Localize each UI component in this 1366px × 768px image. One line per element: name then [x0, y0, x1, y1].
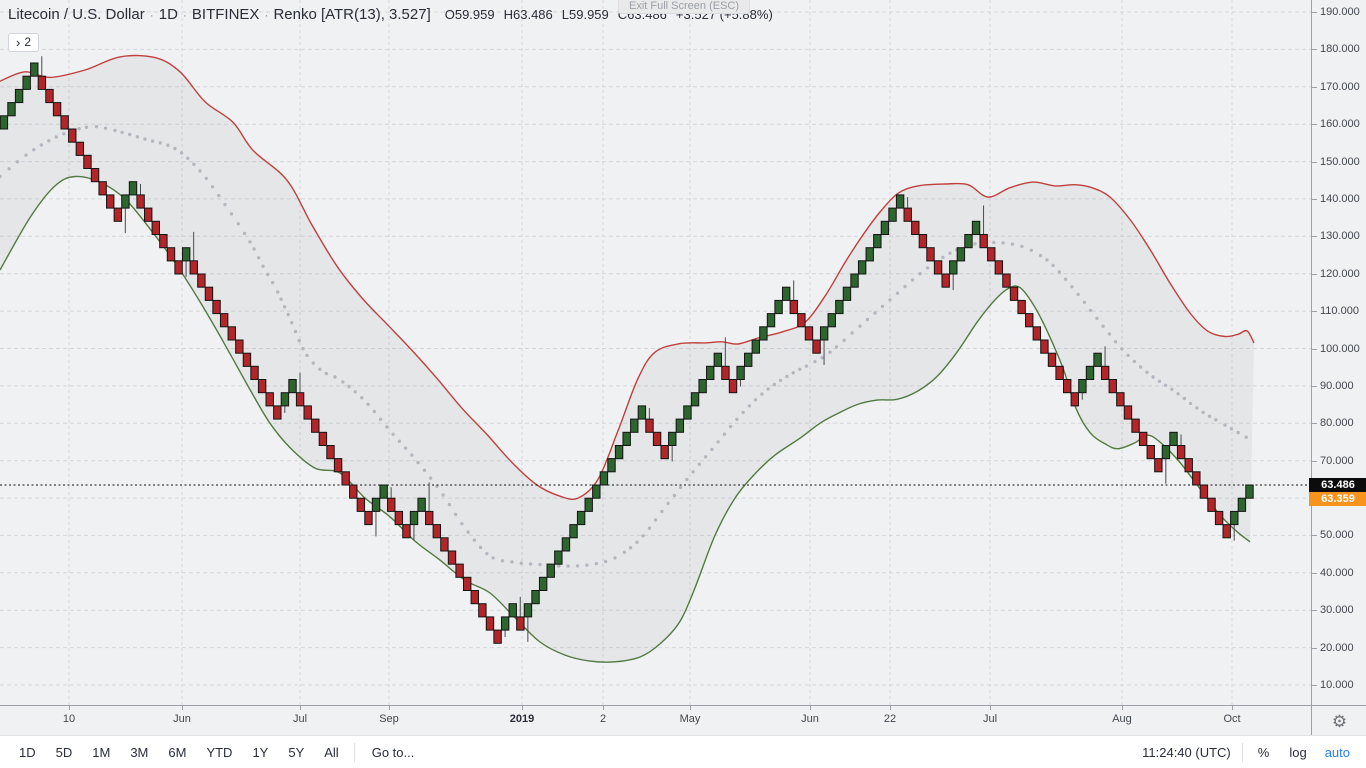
toast-text: Exit Full Screen (ESC)	[628, 0, 740, 12]
range-button-6m[interactable]: 6M	[158, 742, 196, 763]
legend-separator: ·	[182, 8, 187, 22]
time-axis-label: Jul	[982, 713, 998, 725]
legend-separator: ·	[149, 8, 154, 22]
price-axis-label: 70.000	[1312, 455, 1354, 467]
legend-separator: ·	[264, 8, 269, 22]
secondary-price-label: 63.359	[1309, 492, 1366, 506]
price-axis-label: 150.000	[1312, 156, 1360, 168]
time-axis-label: Oct	[1223, 713, 1241, 725]
toolbar-divider	[353, 743, 355, 762]
time-axis-tick	[810, 706, 811, 710]
open-value: O59.959	[444, 7, 495, 22]
price-axis-label: 50.000	[1312, 529, 1354, 541]
price-axis-label: 40.000	[1312, 567, 1354, 579]
toolbar-right-group: 11:24:40 (UTC) % log auto	[1136, 742, 1366, 763]
price-axis-label: 170.000	[1312, 81, 1360, 93]
time-axis-tick	[69, 706, 70, 710]
clock-label[interactable]: 11:24:40 (UTC)	[1142, 745, 1231, 760]
range-button-ytd[interactable]: YTD	[196, 742, 242, 763]
percent-scale-button[interactable]: %	[1248, 742, 1280, 763]
price-axis-label: 190.000	[1312, 6, 1360, 18]
time-axis-tick	[389, 706, 390, 710]
toolbar-divider	[1241, 743, 1243, 762]
price-axis-label: 80.000	[1312, 417, 1354, 429]
price-axis-label: 140.000	[1312, 193, 1360, 205]
time-axis-label: Jun	[173, 713, 191, 725]
gear-icon[interactable]: ⚙	[1331, 711, 1348, 731]
time-axis-tick	[1122, 706, 1123, 710]
interval-label[interactable]: 1D	[158, 6, 178, 23]
indicator-count: 2	[24, 35, 32, 49]
time-axis-tick	[182, 706, 183, 710]
time-axis-label: 2019	[509, 713, 535, 725]
range-button-5y[interactable]: 5Y	[278, 742, 314, 763]
price-axis-label: 120.000	[1312, 268, 1360, 280]
time-axis-label: Sep	[379, 713, 399, 725]
price-axis-label: 100.000	[1312, 343, 1360, 355]
time-axis-tick	[603, 706, 604, 710]
price-axis-label: 30.000	[1312, 604, 1354, 616]
time-axis-label: 22	[883, 713, 897, 725]
time-axis-tick	[890, 706, 891, 710]
time-axis-tick	[690, 706, 691, 710]
high-value: H63.486	[503, 7, 553, 22]
time-axis-label: Jun	[801, 713, 819, 725]
time-axis-label: Jul	[292, 713, 308, 725]
price-axis-label: 160.000	[1312, 118, 1360, 130]
price-axis-label: 110.000	[1312, 305, 1359, 317]
time-axis-label: Aug	[1112, 713, 1132, 725]
price-axis-label: 180.000	[1312, 43, 1360, 55]
current-price-label: 63.486	[1309, 478, 1366, 492]
range-button-3m[interactable]: 3M	[120, 742, 158, 763]
log-scale-button[interactable]: log	[1279, 742, 1316, 763]
time-axis-label: 2	[599, 713, 607, 725]
legend-collapse-button[interactable]: › 2	[8, 33, 40, 52]
study-label[interactable]: Renko [ATR(13), 3.527]	[273, 6, 431, 23]
bottom-toolbar: 1D 5D 1M 3M 6M YTD 1Y 5Y All Go to... 11:24:40 (…	[0, 735, 1366, 768]
range-button-1y[interactable]: 1Y	[242, 742, 278, 763]
time-axis-tick	[522, 706, 523, 710]
chart-legend: Litecoin / U.S. Dollar · 1D · BITFINEX ·…	[8, 6, 773, 23]
price-axis-label: 90.000	[1312, 380, 1354, 392]
renko-chart-canvas[interactable]	[0, 0, 1311, 705]
time-axis-label: May	[679, 713, 701, 725]
go-to-date-button[interactable]: Go to...	[360, 742, 427, 763]
exit-fullscreen-toast: Exit Full Screen (ESC)	[618, 0, 750, 14]
exchange-label: BITFINEX	[191, 6, 260, 23]
time-axis-tick	[990, 706, 991, 710]
time-axis[interactable]: 10 Jun Jul Sep 2019 2 May Jun 22 Jul Aug Oct	[0, 705, 1311, 736]
range-button-5d[interactable]: 5D	[46, 742, 83, 763]
symbol-title[interactable]: Litecoin / U.S. Dollar	[8, 6, 145, 23]
low-value: L59.959	[561, 7, 609, 22]
chevron-right-icon: ›	[16, 35, 21, 50]
time-axis-tick	[1232, 706, 1233, 710]
time-axis-tick	[300, 706, 301, 710]
axis-settings-corner[interactable]: ⚙	[1311, 705, 1366, 736]
range-button-1d[interactable]: 1D	[9, 742, 46, 763]
date-range-buttons: 1D 5D 1M 3M 6M YTD 1Y 5Y All	[0, 742, 349, 763]
price-axis[interactable]: 63.486 63.359 190.000 180.000 170.000 160.0…	[1309, 0, 1366, 705]
time-axis-label: 10	[62, 713, 76, 725]
price-axis-label: 10.000	[1312, 679, 1354, 691]
range-button-1m[interactable]: 1M	[82, 742, 120, 763]
auto-scale-button[interactable]: auto	[1317, 742, 1358, 763]
price-axis-label: 130.000	[1312, 230, 1360, 242]
range-button-all[interactable]: All	[314, 742, 348, 763]
price-axis-label: 20.000	[1312, 642, 1354, 654]
